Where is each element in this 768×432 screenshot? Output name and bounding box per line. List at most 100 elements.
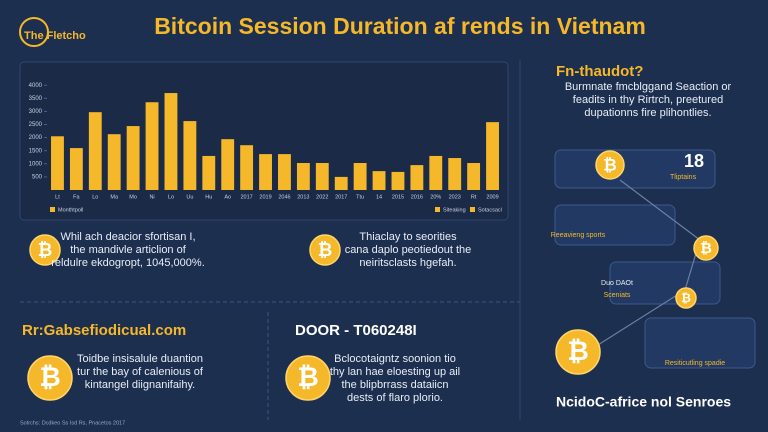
- legend-swatch: [435, 207, 440, 212]
- bar: [240, 145, 254, 190]
- coin-icon: [675, 287, 697, 309]
- x-tick-label: Lo: [92, 194, 98, 200]
- coin-symbol: ₿: [681, 291, 691, 305]
- insight-text: cana daplo peotiedout the: [345, 244, 472, 256]
- x-tick-label: Lo: [168, 194, 174, 200]
- bar: [353, 163, 367, 190]
- insight-text: the mandivle articlion of: [70, 244, 187, 256]
- bar: [107, 134, 121, 190]
- coin-icon: [285, 355, 331, 401]
- x-tick-label: 2017: [241, 194, 253, 200]
- coin-icon: [693, 235, 719, 261]
- x-tick-label: 2023: [449, 194, 461, 200]
- bar: [221, 139, 235, 190]
- y-tick-label: 2500: [29, 122, 43, 128]
- bar: [296, 163, 310, 190]
- y-tick-label: 500: [32, 174, 43, 180]
- bar: [69, 148, 83, 190]
- x-tick-label: 2017: [335, 194, 347, 200]
- x-tick-label: 2046: [278, 194, 290, 200]
- bar: [372, 171, 386, 190]
- coin-icon: [27, 355, 73, 401]
- coin-symbol: ₿: [603, 155, 617, 174]
- bar: [202, 155, 216, 190]
- logo-mark: [19, 17, 49, 47]
- x-tick-label: Lt: [55, 194, 60, 200]
- connector: [589, 179, 701, 351]
- x-tick-label: Hu: [205, 194, 212, 200]
- bar: [334, 176, 348, 190]
- x-tick-label: Mo: [129, 194, 137, 200]
- legend-label: Siteaking: [443, 207, 466, 213]
- logo-text: The Fletcho: [24, 30, 86, 42]
- x-tick-label: 14: [376, 194, 382, 200]
- legend-swatch: [470, 207, 475, 212]
- sidebar-label: Sceniats: [604, 292, 631, 299]
- bar: [410, 165, 424, 190]
- legend-swatch: [50, 207, 55, 212]
- x-tick-label: Rt: [471, 194, 477, 200]
- coin-icon: [309, 234, 341, 266]
- footer: Sotrchs: Dcdkeo Ss Isd Rs, Pnacetos 2017: [20, 420, 125, 426]
- sidebar-label: Resiticutling spadie: [665, 360, 725, 367]
- x-tick-label: Ao: [224, 194, 231, 200]
- sidebar-label: Reeavieng sports: [551, 232, 606, 239]
- bar: [183, 121, 197, 190]
- x-tick-label: Ni: [149, 194, 154, 200]
- x-tick-label: 2015: [392, 194, 404, 200]
- coin-icon: [29, 234, 61, 266]
- y-tick-label: 4000: [29, 83, 43, 89]
- x-tick-label: 2022: [316, 194, 328, 200]
- sidebar-text: dupationns fire plihontlies.: [584, 107, 711, 119]
- bar: [88, 112, 102, 190]
- bar: [51, 136, 64, 190]
- section-text: the blipbrrass dataiicn: [341, 379, 448, 391]
- sidebar-text: feadits in thy Rirtrch, preetured: [573, 94, 723, 106]
- sidebar-title: Fn-thaudot?: [556, 63, 643, 80]
- bar: [486, 122, 499, 190]
- x-tick-label: 2016: [411, 194, 423, 200]
- bar: [315, 163, 329, 190]
- legend-label: Sotacsacl: [478, 207, 502, 213]
- coin-symbol: ₿: [38, 240, 53, 260]
- bar: [448, 158, 462, 190]
- card: [554, 204, 676, 246]
- x-tick-label: Ma: [110, 194, 119, 200]
- coin-symbol: ₿: [297, 362, 319, 392]
- x-tick-label: Ttu: [356, 194, 364, 200]
- bar: [429, 155, 443, 190]
- coin-icon: [595, 150, 625, 180]
- bar: [164, 93, 178, 190]
- x-tick-label: 2009: [486, 194, 498, 200]
- y-tick-label: 2000: [29, 135, 43, 141]
- coin-symbol: ₿: [700, 241, 712, 257]
- sidebar-text: Burmnate fmcblggand Seaction or: [565, 81, 732, 93]
- bar: [391, 171, 405, 190]
- bar: [126, 126, 140, 190]
- x-tick-label: 2013: [297, 194, 309, 200]
- insight-text: neiritsclasts hgefah.: [359, 257, 456, 269]
- legend-note: Monthtpoll: [58, 207, 83, 213]
- y-tick-label: 1500: [29, 148, 43, 154]
- section-text: Toidbe insisalule duantion: [77, 353, 203, 365]
- bar: [278, 154, 291, 190]
- x-tick-label: Uu: [186, 194, 193, 200]
- stat-label: Tliptains: [670, 174, 697, 181]
- y-tick-label: 3500: [29, 96, 43, 102]
- title: Bitcoin Session Duration af rends in Vie…: [154, 13, 646, 39]
- section-title: DOOR - T060248I: [295, 322, 417, 339]
- y-tick-label: 1000: [29, 161, 43, 167]
- section-text: tur the bay of calenious of: [77, 366, 204, 378]
- coin-symbol: ₿: [567, 336, 589, 366]
- chart-panel: [19, 61, 509, 221]
- card: [554, 149, 716, 189]
- coin-symbol: ₿: [318, 240, 333, 260]
- section-text: kintangel diignanifaihy.: [85, 379, 195, 391]
- card: [644, 317, 756, 369]
- x-tick-label: 20%: [430, 194, 441, 200]
- bar: [259, 154, 272, 190]
- bar: [467, 163, 481, 190]
- sidebar-label: Duo DAOt: [601, 280, 633, 287]
- sidebar-footer: NcidoC-africe nol Senroes: [556, 394, 731, 410]
- x-tick-label: Fa: [73, 194, 80, 200]
